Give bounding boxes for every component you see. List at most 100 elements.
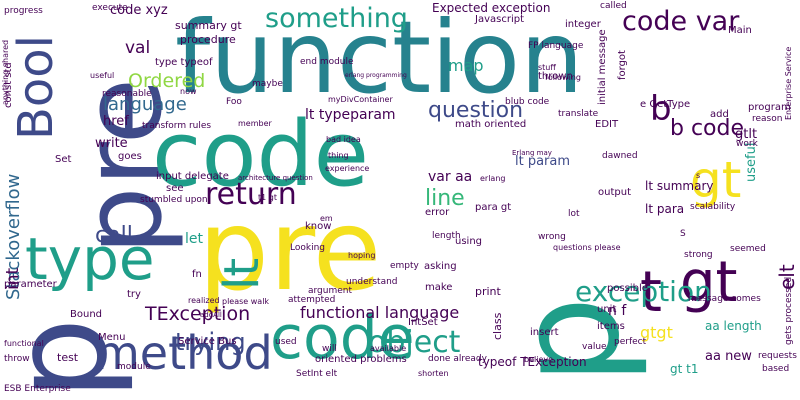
cloud-word: used: [275, 337, 297, 347]
cloud-word: language: [103, 94, 187, 115]
cloud-word: understand: [346, 277, 398, 287]
cloud-word: function: [175, 0, 584, 116]
cloud-word: Javascript: [475, 14, 524, 25]
cloud-word: test: [57, 351, 79, 364]
cloud-word: trying: [175, 328, 246, 356]
cloud-word: perfect: [614, 337, 647, 347]
cloud-word: Menu: [98, 332, 126, 343]
cloud-word: lot: [568, 209, 580, 219]
cloud-word: thrown: [538, 71, 573, 82]
cloud-word: b: [650, 89, 672, 129]
cloud-word: code: [152, 102, 370, 207]
cloud-word: execute: [92, 3, 128, 13]
cloud-word: print: [475, 285, 501, 298]
cloud-word: translate: [558, 109, 599, 119]
cloud-word: reasonable: [102, 89, 152, 99]
cloud-word: type typeof: [155, 57, 213, 68]
cloud-word: program: [748, 102, 791, 113]
cloud-word: gt: [690, 151, 742, 209]
cloud-word: see: [166, 183, 184, 194]
cloud-word: para gt: [475, 202, 512, 213]
cloud-word: Ordered: [128, 70, 206, 92]
cloud-word: questions please: [553, 243, 621, 252]
cloud-word: output: [598, 187, 631, 198]
cloud-word: blub code: [505, 97, 550, 107]
cloud-word: Erlang may: [512, 149, 552, 157]
cloud-word: code var: [622, 6, 740, 37]
cloud-word: unit: [597, 304, 617, 315]
cloud-word: Expected exception: [432, 1, 551, 15]
cloud-word: aa new: [705, 349, 752, 364]
cloud-word: something: [265, 3, 408, 34]
cloud-word: method: [95, 326, 273, 380]
cloud-word: EDIT: [595, 119, 619, 130]
cloud-word: requests: [758, 351, 797, 361]
cloud-word: stuff: [538, 63, 556, 72]
cloud-word: following: [545, 73, 581, 82]
cloud-word: var aa: [428, 169, 473, 185]
cloud-word: gt t1: [670, 362, 699, 376]
cloud-word: length: [432, 231, 461, 241]
cloud-word: initial message: [597, 29, 608, 105]
cloud-word: Bound: [70, 309, 103, 320]
cloud-word: line: [425, 186, 465, 211]
cloud-word: erlang programming: [345, 72, 407, 79]
cloud-word: return: [205, 177, 297, 212]
cloud-word: aa length: [705, 319, 762, 333]
cloud-word: forgot: [617, 50, 628, 80]
cloud-word: value: [582, 342, 607, 352]
cloud-word: done already: [428, 354, 487, 364]
cloud-word: lt param: [515, 154, 571, 169]
cloud-word: error: [425, 207, 450, 218]
cloud-word: code: [270, 303, 415, 373]
cloud-word: href: [103, 114, 129, 129]
cloud-word: Looking: [290, 243, 325, 253]
cloud-word: scalability: [690, 202, 736, 212]
cloud-word: items: [597, 321, 625, 332]
cloud-word: argument: [308, 286, 353, 296]
cloud-word: class: [491, 312, 504, 340]
cloud-word: attempted: [288, 295, 336, 305]
cloud-word: stumbled upon: [140, 195, 208, 205]
cloud-word: Service Bus: [178, 336, 237, 347]
cloud-word: available: [370, 344, 407, 353]
cloud-word: progress: [4, 6, 43, 16]
cloud-word: parameter: [4, 279, 57, 290]
cloud-word: bad idea: [326, 135, 361, 144]
cloud-word: object: [368, 325, 461, 360]
cloud-word: Set: [55, 154, 72, 165]
cloud-word: t: [640, 260, 662, 325]
cloud-word: SetInt elt: [296, 369, 338, 379]
cloud-word: know: [305, 221, 332, 232]
cloud-word: believe: [524, 355, 554, 364]
cloud-word: code xyz: [110, 3, 168, 18]
cloud-word: functional: [4, 339, 44, 348]
cloud-word: transform rules: [142, 121, 212, 131]
cloud-word: const std: [3, 62, 14, 108]
cloud-word: em: [320, 214, 333, 223]
cloud-word: possible: [607, 283, 648, 294]
cloud-word: type: [25, 225, 155, 293]
cloud-word: will: [322, 344, 337, 354]
cloud-word: based: [762, 364, 790, 374]
cloud-word: gtlt: [735, 127, 758, 142]
cloud-word: Foo: [226, 97, 242, 107]
cloud-word: pre: [198, 186, 382, 316]
cloud-word: module: [117, 362, 151, 372]
cloud-word: s: [696, 171, 701, 180]
cloud-word: now: [180, 87, 197, 96]
cloud-word: hoping: [348, 251, 376, 260]
cloud-word: erlang: [480, 174, 506, 183]
cloud-word: S: [680, 229, 686, 239]
cloud-word: lt para: [645, 202, 685, 216]
cloud-word: procedure: [180, 33, 236, 46]
cloud-word: math oriented: [455, 119, 527, 130]
cloud-word: val: [125, 38, 151, 58]
cloud-word: typeof TException: [478, 355, 587, 369]
cloud-word: asking: [424, 261, 457, 272]
cloud-word: shorten: [418, 369, 449, 378]
cloud-word: please walk: [222, 297, 270, 306]
cloud-word: e GetType: [640, 99, 691, 110]
cloud-word: maybe: [252, 79, 283, 89]
